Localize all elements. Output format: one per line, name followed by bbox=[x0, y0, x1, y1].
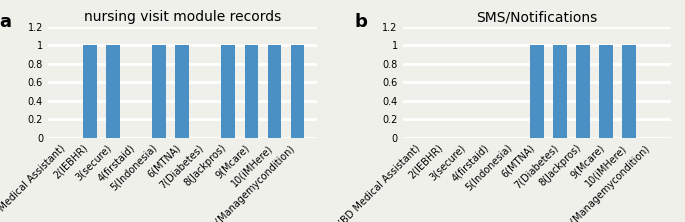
Bar bbox=[622, 45, 636, 138]
Bar bbox=[290, 45, 304, 138]
Bar bbox=[268, 45, 282, 138]
Bar bbox=[83, 45, 97, 138]
Bar bbox=[599, 45, 613, 138]
Bar bbox=[175, 45, 189, 138]
Title: nursing visit module records: nursing visit module records bbox=[84, 10, 281, 24]
Bar bbox=[576, 45, 590, 138]
Bar bbox=[245, 45, 258, 138]
Text: b: b bbox=[354, 13, 367, 31]
Bar bbox=[152, 45, 166, 138]
Bar bbox=[530, 45, 544, 138]
Bar bbox=[553, 45, 567, 138]
Bar bbox=[221, 45, 235, 138]
Title: SMS/Notifications: SMS/Notifications bbox=[476, 10, 597, 24]
Bar bbox=[106, 45, 120, 138]
Text: a: a bbox=[0, 13, 12, 31]
